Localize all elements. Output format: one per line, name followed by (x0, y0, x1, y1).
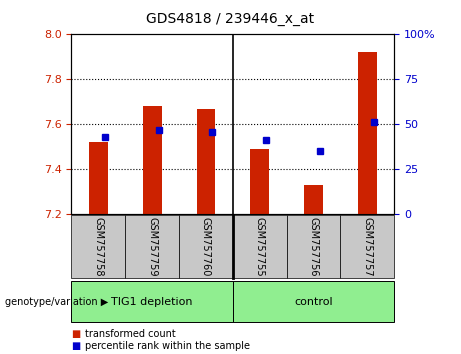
Text: GSM757756: GSM757756 (308, 217, 319, 276)
Text: genotype/variation ▶: genotype/variation ▶ (5, 297, 108, 307)
Bar (358, 52, 377, 214)
Text: percentile rank within the sample: percentile rank within the sample (85, 341, 250, 351)
Text: GDS4818 / 239446_x_at: GDS4818 / 239446_x_at (147, 12, 314, 27)
Bar (304, 185, 323, 214)
Text: transformed count: transformed count (85, 329, 176, 339)
Text: ■: ■ (71, 329, 81, 339)
Text: GSM757759: GSM757759 (147, 217, 157, 276)
Text: GSM757755: GSM757755 (254, 217, 265, 276)
Text: control: control (294, 297, 333, 307)
Text: ■: ■ (71, 341, 81, 351)
Text: GSM757757: GSM757757 (362, 217, 372, 276)
Bar (143, 106, 161, 214)
Text: TIG1 depletion: TIG1 depletion (112, 297, 193, 307)
Text: GSM757758: GSM757758 (93, 217, 103, 276)
Bar (250, 149, 269, 214)
Text: GSM757760: GSM757760 (201, 217, 211, 276)
Bar (196, 109, 215, 214)
Bar (89, 142, 108, 214)
